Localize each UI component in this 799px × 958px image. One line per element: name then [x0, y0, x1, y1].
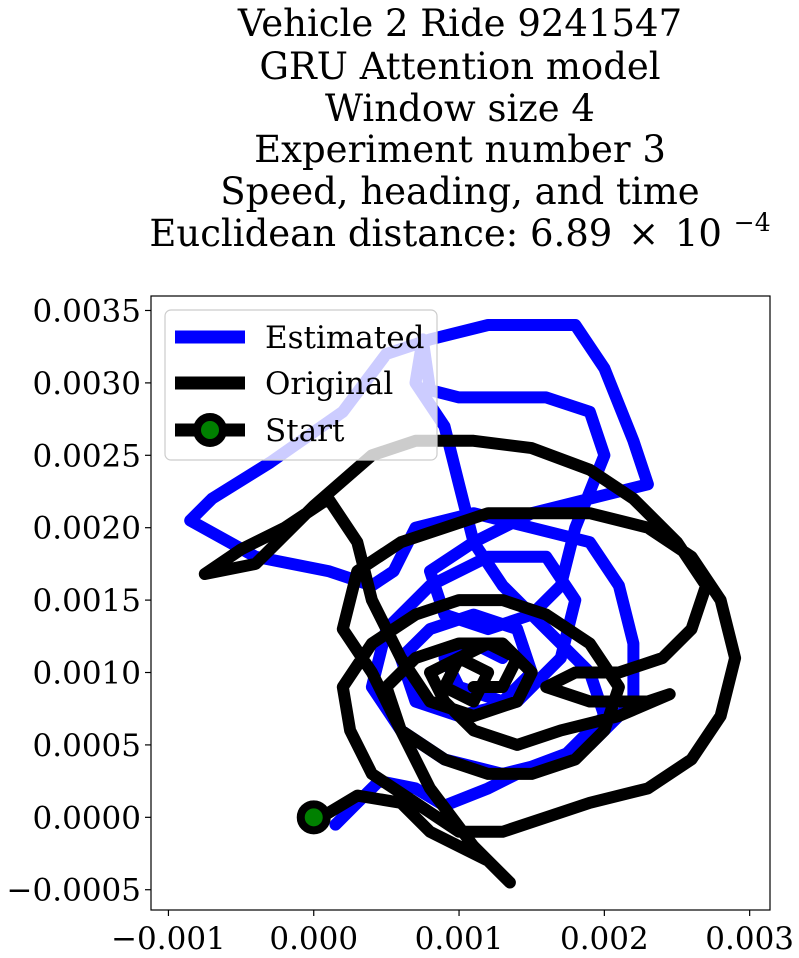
plot-frame — [150, 295, 771, 911]
title-line-1: Vehicle 2 Ride 9241547 — [237, 2, 682, 45]
x-tick-label: −0.001 — [111, 921, 226, 957]
y-tick-label: 0.0000 — [33, 800, 141, 836]
title-metric-prefix: Euclidean distance: — [149, 212, 530, 255]
chart-title: Vehicle 2 Ride 9241547 GRU Attention mod… — [149, 2, 770, 255]
x-tick-label: 0.000 — [269, 921, 358, 957]
y-tick-label: 0.0020 — [33, 511, 141, 547]
title-metric-mantissa: 6.89 — [530, 212, 612, 255]
title-metric-base: 10 — [675, 212, 722, 255]
y-tick-label: 0.0015 — [33, 583, 141, 619]
legend-label-start: Start — [265, 413, 345, 449]
x-tick-label: 0.002 — [560, 921, 649, 957]
y-tick-label: 0.0025 — [33, 438, 141, 474]
y-tick-label: −0.0005 — [7, 873, 141, 909]
y-tick-label: 0.0035 — [33, 293, 141, 329]
legend-box — [164, 309, 438, 461]
y-axis: −0.0005 0.0000 0.0005 0.0010 0.0015 0.0020 0.0… — [7, 293, 151, 909]
x-tick-label: 0.001 — [415, 921, 504, 957]
series-layer — [184, 319, 742, 889]
start-marker — [296, 800, 331, 835]
title-metric-line: Euclidean distance: 6.89 × 10 −4 — [149, 208, 770, 255]
marker-layer — [296, 800, 331, 835]
y-tick-label: 0.0010 — [33, 656, 141, 692]
title-line-2: GRU Attention model — [259, 45, 660, 88]
y-tick-label: 0.0005 — [33, 728, 141, 764]
legend-swatch-start-marker — [193, 413, 227, 447]
series-line-original — [198, 434, 742, 889]
title-metric-times: × — [628, 212, 659, 255]
title-metric-exponent: −4 — [734, 208, 771, 237]
y-tick-label: 0.0030 — [33, 366, 141, 402]
x-tick-label: 0.003 — [705, 921, 794, 957]
legend: Estimated Original Start — [164, 309, 438, 461]
legend-label-original: Original — [265, 366, 393, 402]
title-line-5: Speed, heading, and time — [220, 170, 699, 213]
legend-label-estimated: Estimated — [265, 320, 424, 356]
title-line-3: Window size 4 — [325, 87, 595, 130]
x-axis: −0.001 0.000 0.001 0.002 0.003 — [111, 910, 794, 957]
title-line-4: Experiment number 3 — [254, 128, 666, 171]
